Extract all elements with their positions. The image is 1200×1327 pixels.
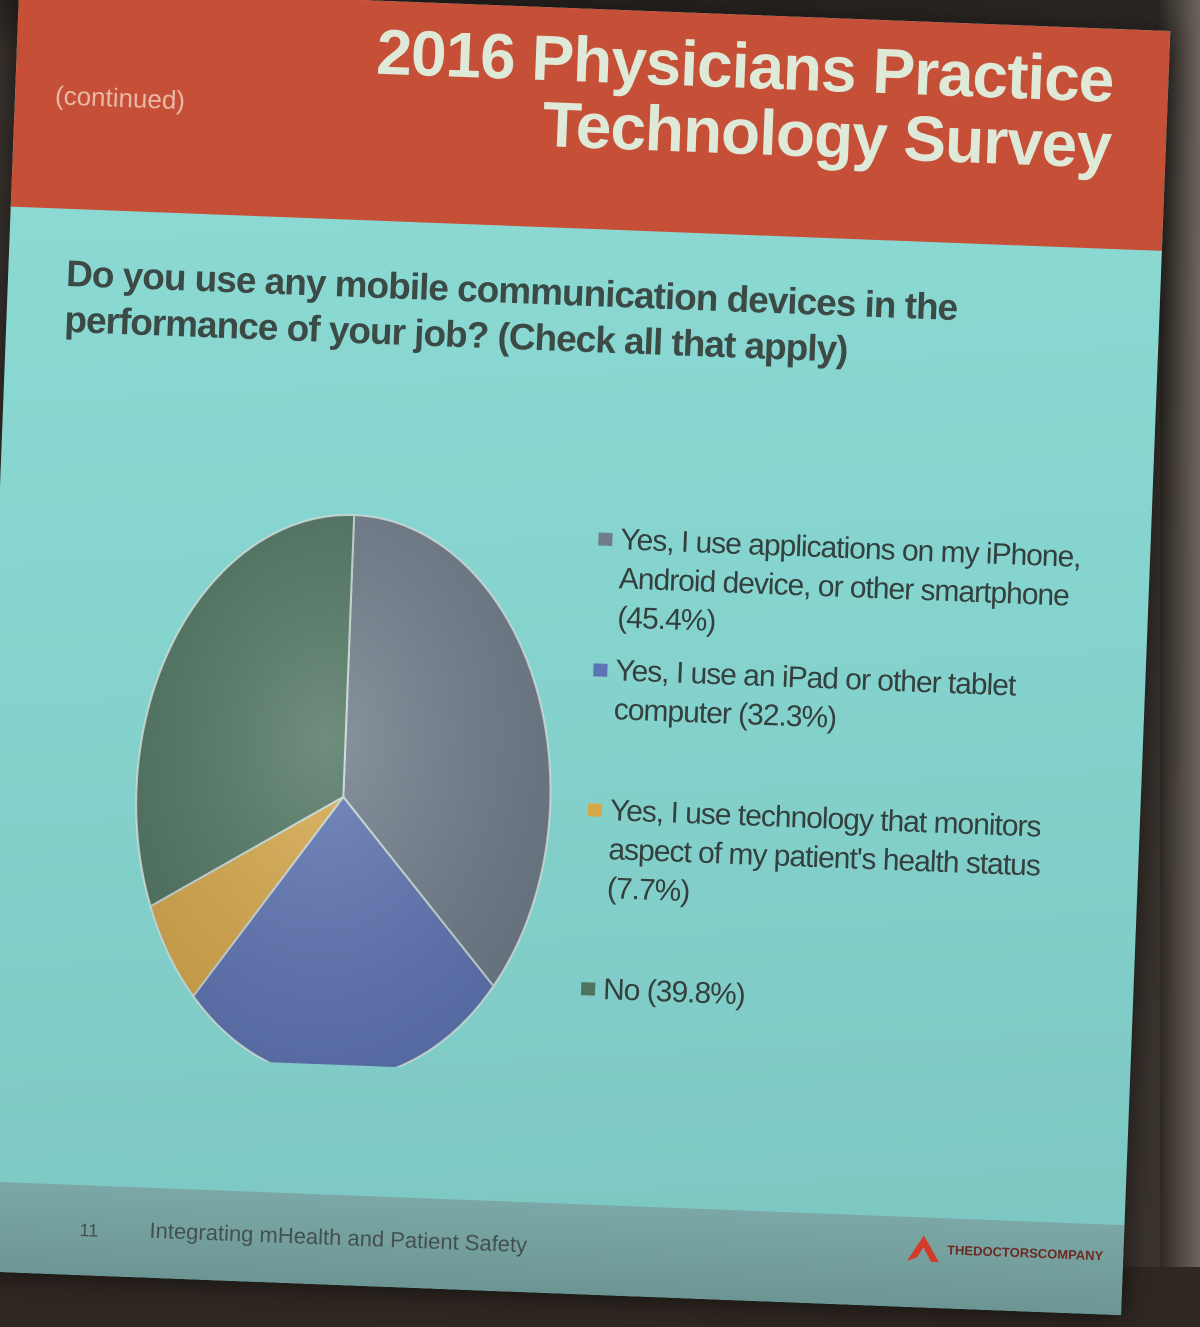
legend-square-icon [593,663,608,677]
logo-text: THEDOCTORSCOMPANY [946,1241,1104,1263]
legend-square-icon [580,982,596,996]
company-logo: THEDOCTORSCOMPANY [905,1233,1104,1271]
legend-item-no: No (39.8%) [580,969,1101,1028]
projection-screen: (continued) 2016 Physicians Practice Tec… [0,0,1171,1316]
slide-header: (continued) 2016 Physicians Practice Tec… [10,0,1171,251]
footer-title: Integrating mHealth and Patient Safety [149,1217,528,1258]
pie-chart-container [113,497,574,1080]
survey-question: Do you use any mobile communication devi… [63,252,959,370]
legend-label: Yes, I use an iPad or other tablet compu… [613,654,1016,735]
room-background-right [1160,0,1200,1327]
legend-square-icon [598,532,613,547]
legend-square-icon [587,803,603,817]
legend-label: Yes, I use technology that monitors aspe… [606,794,1042,909]
slide-footer: 11 Integrating mHealth and Patient Safet… [0,1180,1125,1316]
continued-label: (continued) [54,80,186,116]
legend-label: No (39.8%) [602,972,746,1012]
page-number: 11 [79,1220,99,1241]
pie-chart [135,514,552,1080]
chart-legend: Yes, I use applications on my iPhone, An… [580,519,1118,1028]
slide-title: 2016 Physicians Practice Technology Surv… [373,16,1115,182]
legend-item-smartphone: Yes, I use applications on my iPhone, An… [595,519,1119,656]
legend-item-tablet: Yes, I use an iPad or other tablet compu… [591,650,1114,748]
legend-item-monitoring: Yes, I use technology that monitors aspe… [584,790,1108,927]
legend-label: Yes, I use applications on my iPhone, An… [616,523,1082,639]
logo-mark-icon [906,1235,939,1263]
